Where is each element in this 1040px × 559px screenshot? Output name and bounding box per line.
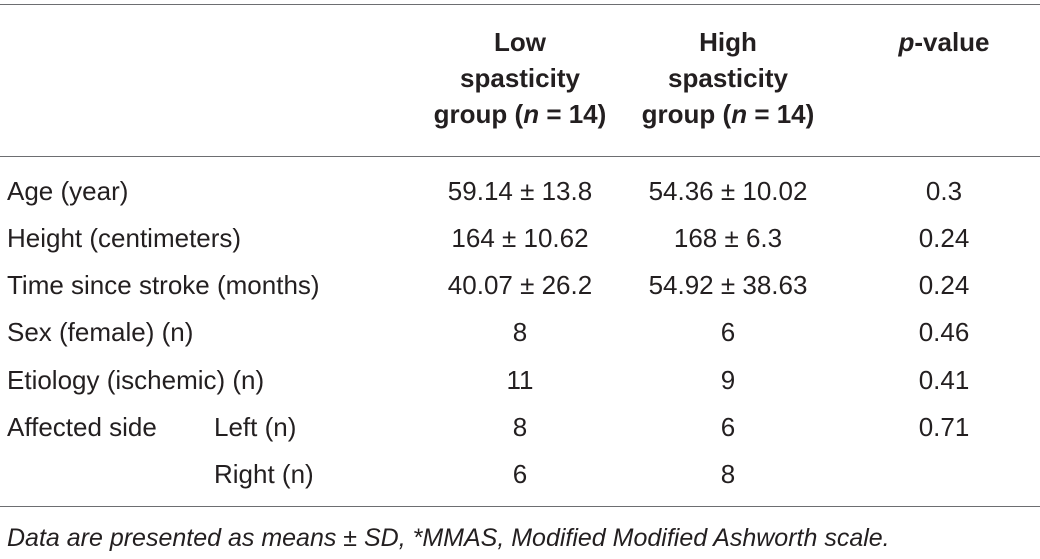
cell-high: 54.36 ± 10.02 [648, 176, 808, 206]
header-low-line1: Low [494, 27, 546, 57]
top-rule [0, 4, 1040, 5]
header-low-spasticity: Low spasticity group (n = 14) [432, 24, 608, 132]
cell-low: 40.07 ± 26.2 [447, 270, 593, 300]
cell-high: 168 ± 6.3 [673, 223, 783, 253]
row-label: Etiology (ischemic) (n) [7, 365, 265, 395]
cell-high: 54.92 ± 38.63 [648, 270, 808, 300]
row-label: Height (centimeters) [7, 223, 242, 253]
cell-high: 9 [720, 365, 736, 395]
row-sublabel: Right (n) [214, 459, 314, 489]
cell-low: 6 [512, 459, 528, 489]
row-label: Sex (female) (n) [7, 317, 194, 347]
header-low-line2: spasticity [460, 63, 580, 93]
header-rule [0, 156, 1040, 157]
row-sublabel: Left (n) [214, 412, 297, 442]
header-high-spasticity: High spasticity group (n = 14) [630, 24, 826, 132]
cell-high: 8 [720, 459, 736, 489]
cell-p-value: 0.24 [918, 223, 970, 253]
header-p-value: p-value [898, 27, 990, 57]
cell-low: 164 ± 10.62 [451, 223, 589, 253]
cell-p-value: 0.71 [918, 412, 970, 442]
header-low-line3: group (n = 14) [433, 99, 607, 129]
cell-low: 11 [506, 365, 534, 395]
cell-high: 6 [720, 317, 736, 347]
header-high-line1: High [699, 27, 757, 57]
cell-p-value: 0.3 [925, 176, 963, 206]
cell-low: 8 [512, 317, 528, 347]
table-footnote: Data are presented as means ± SD, *MMAS,… [7, 524, 890, 552]
row-label: Time since stroke (months) [7, 270, 320, 300]
row-label: Age (year) [7, 176, 129, 206]
cell-low: 8 [512, 412, 528, 442]
header-high-line3: group (n = 14) [641, 99, 815, 129]
cell-p-value: 0.46 [918, 317, 970, 347]
cell-low: 59.14 ± 13.8 [447, 176, 593, 206]
header-high-line2: spasticity [668, 63, 788, 93]
bottom-rule [0, 506, 1040, 507]
cell-p-value: 0.41 [918, 365, 970, 395]
row-label: Affected side [7, 412, 157, 442]
cell-high: 6 [720, 412, 736, 442]
cell-p-value: 0.24 [918, 270, 970, 300]
